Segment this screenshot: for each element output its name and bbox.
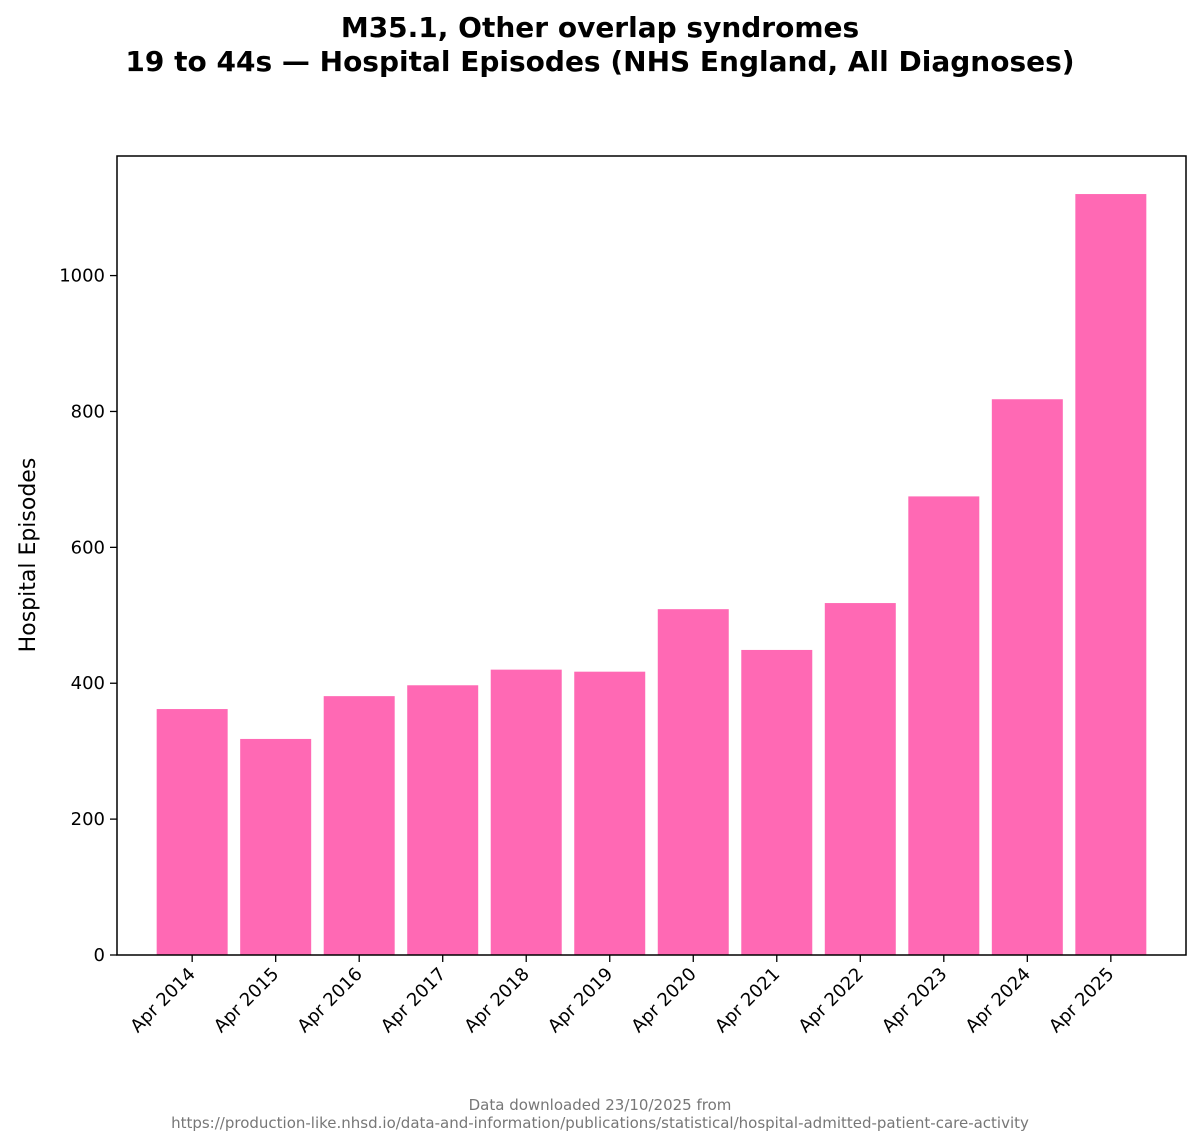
bar-apr-2022 (824, 603, 896, 955)
bar-apr-2014 (156, 709, 228, 955)
x-tick-label: Apr 2019 (544, 964, 617, 1037)
x-tick-label: Apr 2023 (878, 964, 951, 1037)
y-tick-label: 1000 (59, 266, 105, 287)
bar-apr-2024 (991, 399, 1063, 955)
bar-apr-2017 (407, 685, 479, 955)
bar-apr-2018 (490, 669, 562, 955)
x-tick-label: Apr 2017 (377, 964, 450, 1037)
y-tick-label: 0 (94, 945, 105, 966)
x-tick-label: Apr 2025 (1045, 964, 1118, 1037)
x-tick-label: Apr 2020 (627, 964, 700, 1037)
footer-source-line-1: Data downloaded 23/10/2025 from (468, 1096, 732, 1114)
x-tick-label: Apr 2014 (126, 964, 199, 1037)
x-tick-label: Apr 2021 (711, 964, 784, 1037)
bar-apr-2025 (1075, 194, 1147, 956)
footer-source-line-2: https://production-like.nhsd.io/data-and… (171, 1114, 1029, 1132)
bar-apr-2016 (323, 696, 395, 955)
bar-apr-2019 (574, 671, 646, 955)
y-tick-label: 200 (71, 809, 105, 830)
x-tick-label: Apr 2022 (795, 964, 868, 1037)
bar-apr-2015 (240, 738, 312, 955)
y-tick-label: 600 (71, 537, 105, 558)
plot-frame (116, 155, 1187, 956)
x-tick-label: Apr 2018 (460, 964, 533, 1037)
y-axis-label: Hospital Episodes (16, 458, 41, 653)
y-tick-label: 400 (71, 673, 105, 694)
chart-subtitle: 19 to 44s — Hospital Episodes (NHS Engla… (125, 45, 1075, 78)
bar-apr-2020 (657, 609, 729, 955)
x-tick-label: Apr 2024 (962, 964, 1035, 1037)
x-tick-label: Apr 2016 (293, 964, 366, 1037)
bar-apr-2021 (741, 649, 813, 955)
bar-apr-2023 (908, 496, 980, 955)
y-tick-label: 800 (71, 401, 105, 422)
x-tick-label: Apr 2015 (210, 964, 283, 1037)
chart-title: M35.1, Other overlap syndromes (340, 11, 860, 44)
